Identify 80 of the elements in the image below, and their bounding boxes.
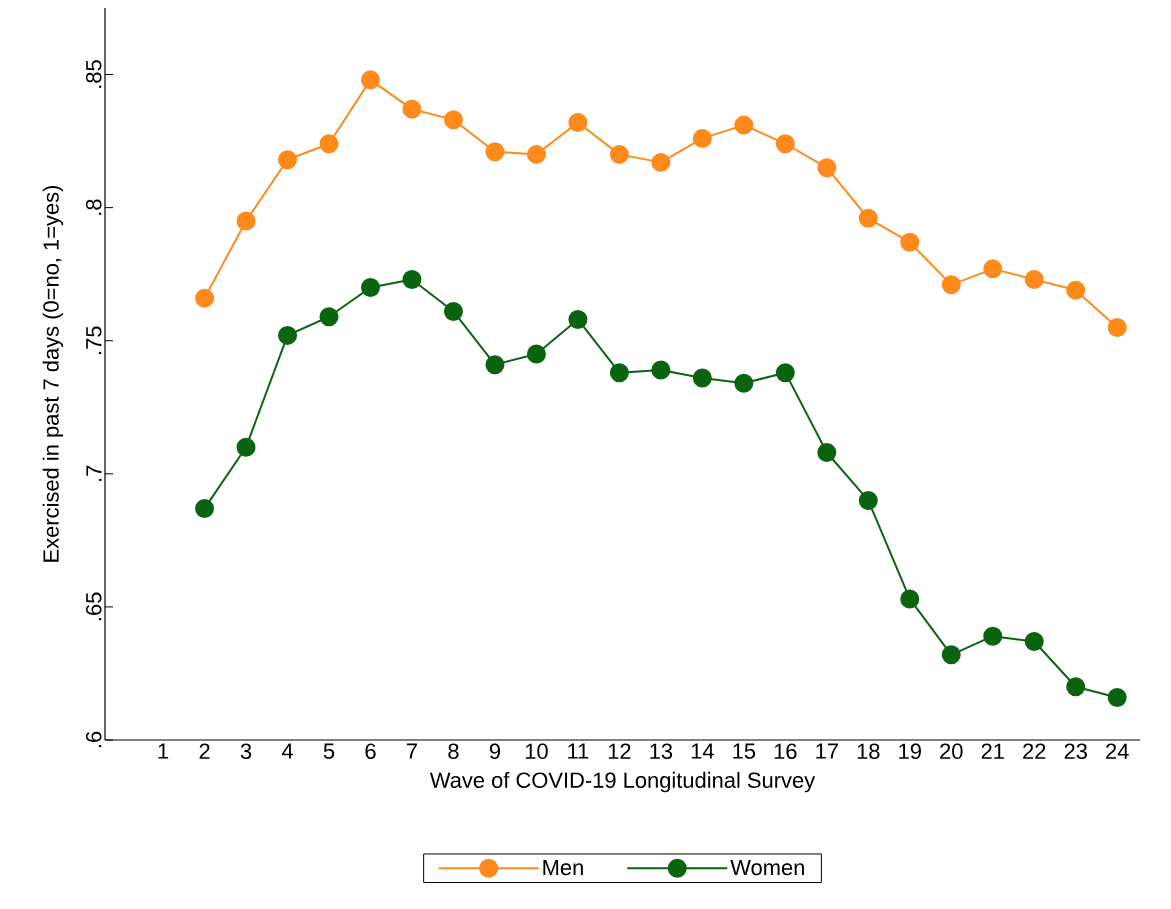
point [817,443,837,463]
x-tick-label: 9 [489,743,500,760]
x-tick-label: 11 [568,743,589,759]
point [236,437,256,457]
y-axis-title: Exercised in past 7 days (0=no, 1=yes) [42,185,64,562]
point [195,498,215,518]
x-tick-label: 19 [899,743,921,760]
point [609,363,629,383]
point [485,142,505,162]
point [734,373,754,393]
x-tick-label: 3 [240,743,252,760]
point [236,211,256,231]
point [278,325,298,345]
point [195,288,215,308]
legend-label: Men [543,859,583,876]
point [1107,687,1127,707]
point [651,360,671,380]
y-tick-label: .75 [86,326,102,354]
point [360,277,380,297]
point [402,270,422,289]
x-tick-label: 21 [981,743,1004,759]
x-tick-label: 6 [365,743,376,760]
x-tick-label: 8 [448,743,459,760]
point [278,150,298,170]
x-tick-label: 7 [407,743,417,759]
point [941,275,961,295]
x-tick-label: 14 [691,743,714,759]
point [568,309,588,329]
x-tick-label: 1 [158,743,169,759]
y-tick-label: .6 [85,731,102,748]
y-tick-label: .85 [85,60,102,88]
point [817,158,837,178]
y-tick-label: .8 [85,199,102,215]
point [983,259,1003,279]
x-tick-label: 20 [940,743,963,760]
point [443,301,463,321]
point [775,363,795,383]
x-axis-title: Wave of COVID-19 Longitudinal Survey [429,771,816,793]
point [402,99,422,119]
y-tick-label: .65 [85,592,102,621]
point [900,232,920,252]
point [360,70,380,90]
point [1066,677,1086,697]
x-tick-label: 23 [1064,743,1087,760]
point [775,134,795,154]
x-tick-label: 17 [816,743,838,759]
point [692,368,712,388]
point [568,112,588,132]
point [651,152,671,172]
x-tick-label: 2 [199,743,210,759]
x-tick-label: 15 [733,743,756,759]
x-tick-label: 10 [525,743,548,760]
point [983,626,1003,646]
point [609,144,629,164]
y-tick-label: .7 [86,465,102,481]
x-tick-label: 22 [1023,743,1046,759]
point [1066,280,1086,300]
point [443,110,463,130]
point [941,645,961,665]
point [526,344,546,364]
x-tick-label: 12 [608,743,631,759]
point [900,589,920,609]
point [1024,270,1044,289]
point [485,355,505,375]
point [526,144,546,164]
point [319,134,339,154]
point [858,208,878,228]
x-tick-label: 24 [1106,743,1129,759]
legend-label: Women [730,859,804,876]
x-tick-label: 18 [857,743,880,760]
point [319,307,339,327]
x-tick-label: 5 [323,743,335,759]
x-tick-label: 16 [774,743,797,760]
point [858,490,878,510]
point [1024,632,1044,652]
point [734,115,754,135]
point [692,128,712,148]
x-tick-label: 13 [650,743,673,760]
x-tick-label: 4 [281,743,293,759]
point [1107,317,1127,337]
